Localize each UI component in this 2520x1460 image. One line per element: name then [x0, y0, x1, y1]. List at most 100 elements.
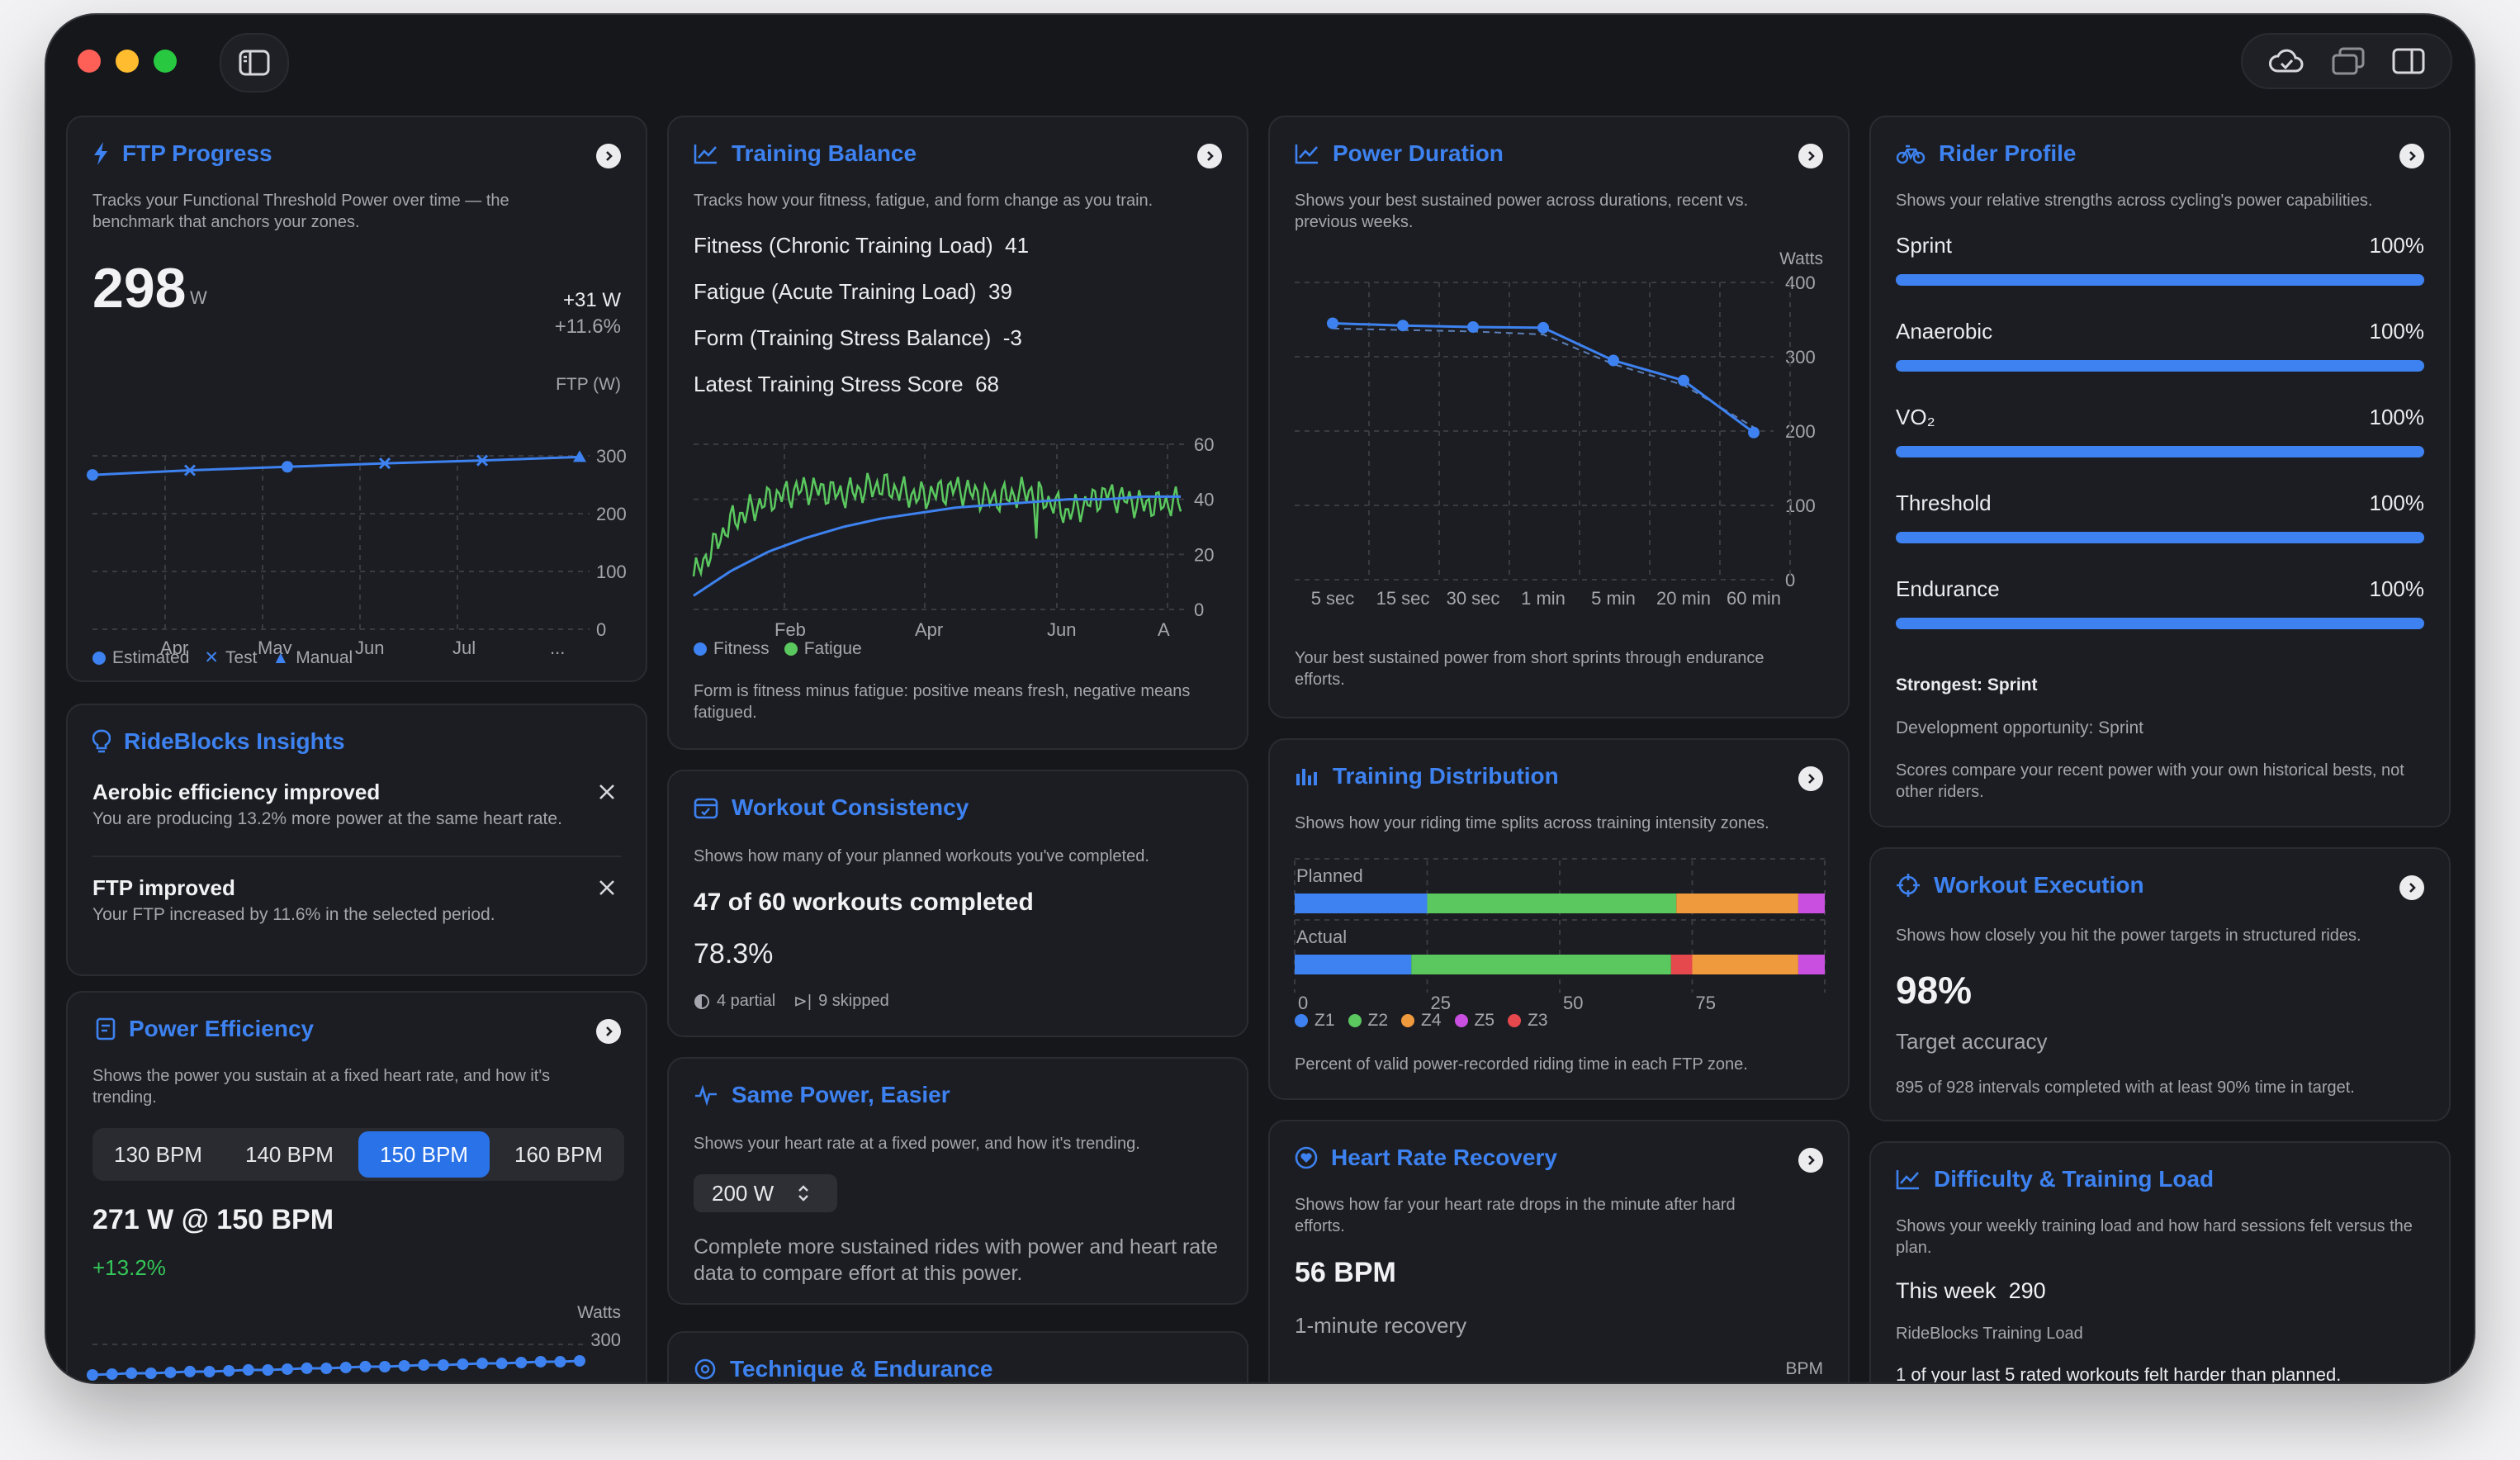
- toggle-sidebar-button[interactable]: [220, 33, 289, 92]
- inspector-panel-icon[interactable]: [2392, 48, 2425, 74]
- fitness-line: [693, 495, 1181, 597]
- legend-manual: Manual: [296, 647, 353, 667]
- x-tick-label: May: [258, 638, 292, 654]
- x-tick-label: 5 min: [1591, 588, 1636, 609]
- stat-tss: Latest Training Stress Score 68: [694, 372, 999, 397]
- efficiency-point: [515, 1356, 528, 1368]
- power-select[interactable]: 200 W: [694, 1174, 837, 1212]
- recent-point: [1678, 374, 1689, 386]
- efficiency-point: [282, 1363, 293, 1375]
- efficiency-point: [144, 1368, 157, 1380]
- test-point: [183, 464, 197, 476]
- recovery-label: 1-minute recovery: [1295, 1313, 1467, 1338]
- insight-text: You are producing 13.2% more power at th…: [92, 809, 562, 828]
- x-tick-label: Feb: [774, 619, 806, 640]
- efficiency-delta: +13.2%: [92, 1255, 166, 1280]
- zone-segment-z2: [1427, 894, 1677, 913]
- insight-title: Aerobic efficiency improved: [92, 780, 381, 804]
- chart-legend: Z1 Z2 Z4 Z5 Z3: [1295, 1011, 1548, 1031]
- workout-execution-card[interactable]: Workout Execution Shows how closely you …: [1869, 847, 2451, 1121]
- legend-fatigue: Fatigue: [803, 639, 862, 658]
- efficiency-point: [126, 1367, 138, 1379]
- x-tick-label: Apr: [915, 619, 943, 640]
- card-title: Power Efficiency: [129, 1016, 315, 1041]
- fatigue-line: [692, 472, 1182, 578]
- open-detail-button[interactable]: [1798, 766, 1823, 791]
- recent-point: [1397, 320, 1409, 332]
- segment-160[interactable]: 160 BPM: [514, 1141, 603, 1167]
- efficiency-point: [164, 1366, 177, 1378]
- training-balance-card[interactable]: Training Balance Tracks how your fitness…: [667, 116, 1248, 750]
- stat-label: Form (Training Stress Balance): [694, 325, 992, 350]
- technique-endurance-card[interactable]: Technique & Endurance: [667, 1331, 1248, 1382]
- stat-value: 41: [1005, 233, 1030, 258]
- open-detail-button[interactable]: [2399, 875, 2424, 900]
- consistency-details: 4 partial ⊳| 9 skipped: [694, 991, 889, 1012]
- minimize-window-button[interactable]: [116, 50, 139, 73]
- target-icon: [1897, 874, 1920, 897]
- legend-dot: [1401, 1014, 1415, 1027]
- segment-150-selected[interactable]: 150 BPM: [358, 1131, 490, 1178]
- dismiss-insight-icon[interactable]: [596, 877, 618, 898]
- power-efficiency-chart: [87, 1344, 588, 1381]
- zoom-window-button[interactable]: [154, 50, 177, 73]
- bicycle-icon: [1896, 145, 1926, 164]
- consistency-pct: 78.3%: [694, 938, 774, 969]
- dismiss-insight-icon[interactable]: [596, 781, 618, 803]
- segment-130[interactable]: 130 BPM: [114, 1141, 202, 1167]
- this-week: This week 290: [1896, 1278, 2046, 1304]
- power-duration-card[interactable]: Power Duration Shows your best sustained…: [1268, 116, 1850, 718]
- cloud-sync-icon[interactable]: [2268, 48, 2304, 74]
- open-detail-button[interactable]: [596, 1019, 621, 1044]
- line-chart-icon: [1295, 145, 1318, 164]
- line-chart-icon: [1896, 1170, 1919, 1190]
- card-title: Workout Execution: [1934, 872, 2144, 898]
- open-detail-button[interactable]: [596, 144, 621, 168]
- rider-profile-card[interactable]: Rider Profile Shows your relative streng…: [1869, 116, 2451, 827]
- chevron-right-icon: [606, 151, 613, 161]
- card-description: Shows the power you sustain at a fixed h…: [92, 1067, 551, 1107]
- profile-value: 100%: [2369, 319, 2425, 344]
- card-description: Shows your weekly training load and how …: [1896, 1217, 2413, 1257]
- open-detail-button[interactable]: [1197, 144, 1222, 168]
- open-detail-button[interactable]: [2399, 144, 2424, 168]
- y-tick-label: 0: [1785, 570, 1795, 590]
- ftp-unit: W: [190, 287, 207, 308]
- efficiency-point: [534, 1355, 547, 1368]
- open-detail-button[interactable]: [1798, 144, 1823, 168]
- same-power-body: Complete more sustained rides with power…: [694, 1235, 1219, 1285]
- legend-z1: Z1: [1314, 1011, 1335, 1030]
- heartbeat-icon: [695, 1084, 717, 1106]
- close-window-button[interactable]: [78, 50, 101, 73]
- stat-label: Fitness (Chronic Training Load): [694, 233, 993, 258]
- calendar-icon: [694, 798, 718, 819]
- power-efficiency-card[interactable]: Power Efficiency Shows the power you sus…: [66, 991, 647, 1382]
- y-tick-label: 0: [1194, 600, 1204, 620]
- open-detail-button[interactable]: [1798, 1148, 1823, 1173]
- training-distribution-card[interactable]: Training Distribution Shows how your rid…: [1268, 738, 1850, 1100]
- card-description: Shows how many of your planned workouts …: [694, 847, 1149, 865]
- legend-fitness: Fitness: [713, 639, 770, 658]
- efficiency-point: [262, 1364, 274, 1377]
- card-description: Shows your best sustained power across d…: [1295, 192, 1749, 231]
- profile-label: Anaerobic: [1896, 319, 1993, 344]
- profile-bar-threshold: [1896, 532, 2424, 543]
- profile-value: 100%: [2369, 405, 2425, 429]
- card-footer: Percent of valid power-recorded riding t…: [1295, 1055, 1748, 1074]
- windows-icon[interactable]: [2332, 47, 2365, 75]
- ftp-delta-pct: +11.6%: [554, 315, 621, 338]
- x-tick-label: Jun: [355, 638, 384, 654]
- triangle-marker-icon: ▲: [272, 647, 290, 667]
- heart-rate-recovery-card[interactable]: Heart Rate Recovery Shows how far your h…: [1268, 1120, 1850, 1382]
- ftp-progress-card[interactable]: FTP Progress Tracks your Functional Thre…: [66, 116, 647, 682]
- manual-point: [573, 450, 586, 462]
- efficiency-point: [554, 1356, 566, 1368]
- recent-point: [1327, 317, 1338, 329]
- segment-140[interactable]: 140 BPM: [245, 1141, 334, 1167]
- efficiency-value: 271 W @ 150 BPM: [92, 1204, 334, 1235]
- efficiency-point: [359, 1360, 372, 1372]
- difficulty-load-card[interactable]: Difficulty & Training Load Shows your we…: [1869, 1141, 2451, 1382]
- skip-icon: ⊳|: [793, 993, 812, 1011]
- divider: [92, 856, 621, 857]
